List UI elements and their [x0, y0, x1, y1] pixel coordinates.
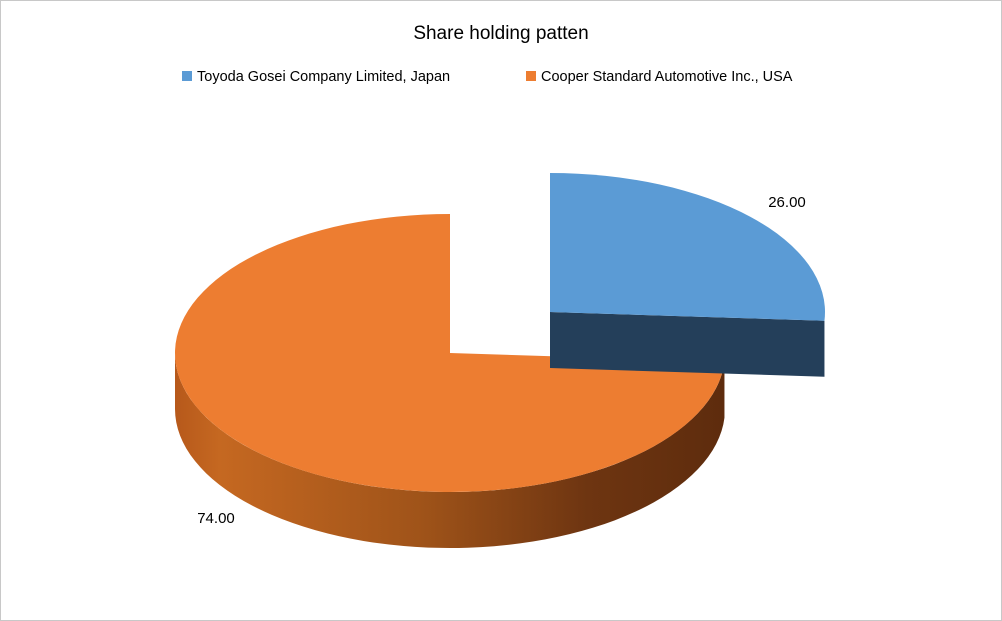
pie-side-cooper	[175, 353, 725, 548]
legend-entry-toyoda: Toyoda Gosei Company Limited, Japan	[182, 69, 450, 85]
legend-swatch-toyoda	[182, 71, 192, 81]
pie-slice-toyoda	[550, 173, 825, 321]
pie-slice-cooper	[174, 214, 725, 492]
legend: Toyoda Gosei Company Limited, Japan Coop…	[182, 69, 793, 85]
legend-swatch-cooper	[526, 71, 536, 81]
legend-label-toyoda: Toyoda Gosei Company Limited, Japan	[197, 69, 450, 85]
legend-entry-cooper: Cooper Standard Automotive Inc., USA	[526, 69, 793, 85]
pie-side-toyoda	[550, 312, 825, 377]
data-label-toyoda: 26.00	[768, 194, 806, 211]
chart-title: Share holding patten	[413, 23, 588, 44]
pie-plot-area	[174, 173, 825, 548]
data-label-cooper: 74.00	[197, 510, 235, 527]
legend-label-cooper: Cooper Standard Automotive Inc., USA	[541, 69, 793, 85]
